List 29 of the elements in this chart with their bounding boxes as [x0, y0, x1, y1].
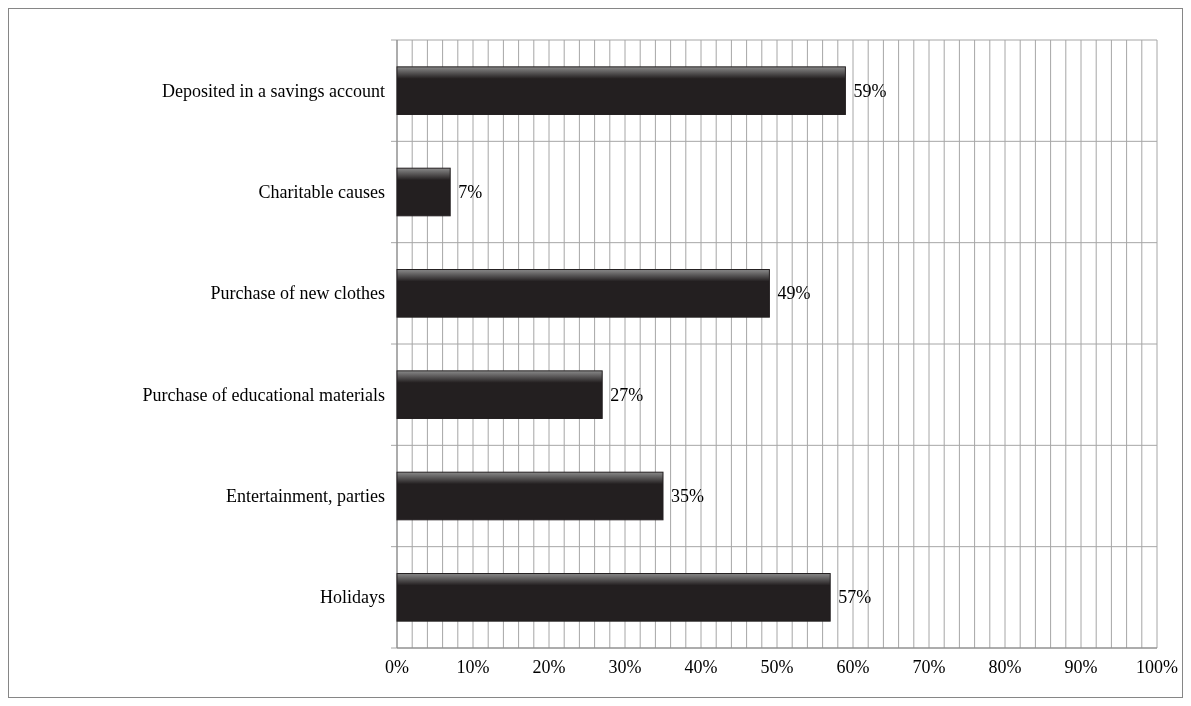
y-tick-label: Entertainment, parties: [226, 486, 385, 506]
x-tick-label: 90%: [1064, 657, 1098, 677]
bar: [396, 269, 770, 318]
x-tick-label: 50%: [760, 657, 794, 677]
bar: [396, 370, 603, 419]
y-tick-label: Purchase of new clothes: [210, 283, 385, 304]
y-tick-label: Charitable causes: [258, 182, 385, 202]
data-label: 35%: [671, 486, 704, 506]
x-tick-label: 60%: [836, 657, 870, 677]
y-tick-label: Deposited in a savings account: [162, 80, 385, 101]
x-tick-label: 10%: [456, 657, 490, 677]
x-tick-label: 80%: [988, 657, 1022, 677]
x-tick-label: 70%: [912, 657, 946, 677]
bar: [396, 471, 664, 521]
data-label: 7%: [458, 182, 483, 202]
y-tick-label: Holidays: [320, 587, 385, 608]
x-tick-label: 20%: [532, 657, 566, 677]
x-tick-label: 100%: [1136, 657, 1178, 677]
x-tick-label: 40%: [684, 657, 718, 677]
data-label: 59%: [853, 80, 887, 101]
y-tick-label: Purchase of educational materials: [142, 384, 385, 405]
bar: [396, 167, 451, 217]
bar: [396, 573, 831, 622]
data-label: 49%: [777, 283, 811, 304]
data-label: 27%: [610, 384, 644, 405]
data-label: 57%: [838, 587, 872, 608]
x-tick-label: 0%: [385, 657, 409, 677]
x-tick-label: 30%: [608, 657, 642, 677]
bar: [396, 66, 846, 115]
